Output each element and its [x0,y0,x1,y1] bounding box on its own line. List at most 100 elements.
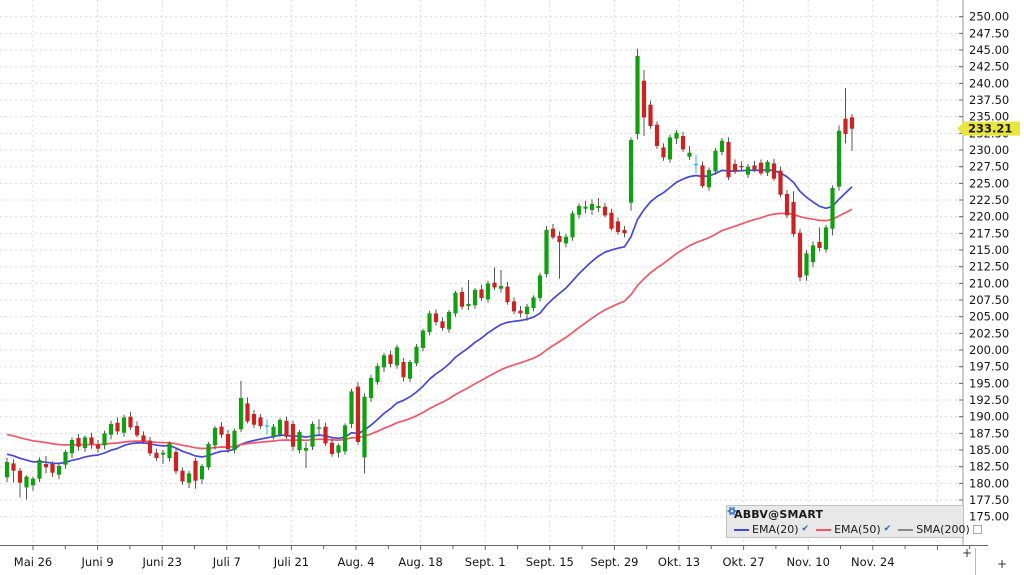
candle [264,419,270,435]
y-axis-tick-label: 207.50 [969,293,1009,307]
candle [576,203,582,219]
candle [4,458,10,482]
candle [310,421,315,450]
checked-checkbox-icon[interactable]: ✔ [883,524,892,534]
candle [160,450,166,464]
candle [667,134,673,163]
candle [830,185,835,236]
candle [446,310,452,333]
candle [453,290,458,317]
scroll-plus-icon[interactable]: + [997,557,1007,571]
candle [797,228,803,282]
candle [342,423,348,455]
candle [778,166,783,198]
y-axis-tick-label: 237.50 [969,93,1009,107]
plot-borders [0,0,988,575]
overlay-lines [6,168,853,465]
candle [492,267,497,290]
candle [251,410,257,428]
y-axis-tick-label: 215.00 [969,243,1009,257]
x-axis-tick-label: Mai 26 [14,555,52,569]
candle [167,441,172,462]
last-price-label: 233.21 [968,122,1012,136]
x-axis-tick-label: Aug. 18 [398,555,442,569]
candle [186,470,192,488]
candle [193,458,198,489]
candle [654,121,660,149]
candle [836,125,842,191]
candle [849,114,855,151]
candle [628,137,634,211]
candle [745,164,751,178]
candle [147,436,153,456]
candle [622,226,627,238]
candle [401,358,406,382]
candle [596,198,601,212]
x-axis-tick-label: Sept. 29 [590,555,638,569]
x-axis-tick-label: Okt. 13 [658,555,700,569]
candle [563,234,569,248]
candle [719,138,725,156]
x-axis-tick-label: Nov. 10 [786,555,830,569]
candle [784,190,790,218]
candle [505,282,510,305]
candle [420,328,426,352]
y-axis-tick-label: 247.50 [969,26,1009,40]
y-axis-tick-label: 250.00 [969,10,1009,24]
unchecked-checkbox[interactable] [972,525,982,534]
candle [154,448,159,461]
candle [804,250,809,281]
legend-item-label: SMA(200) [916,523,970,536]
y-axis-tick-label: 217.50 [969,226,1009,240]
candle [615,217,621,235]
axis-corner-plus-icon[interactable]: + [962,546,972,560]
x-axis-tick-label: Nov. 24 [851,555,895,569]
checked-checkbox-icon[interactable]: ✔ [801,524,810,534]
candle [524,304,530,321]
legend-title-row: ABBV@SMART [727,506,957,522]
legend-item-sma200[interactable]: SMA(200) [727,506,985,537]
x-axis-tick-label: Sept. 15 [526,555,574,569]
x-axis-tick-label: Aug. 4 [337,555,374,569]
legend-item-ema50[interactable]: EMA(50) ✔ [727,506,894,537]
legend-item-ema20[interactable]: EMA(20) ✔ [727,506,812,537]
candle [349,388,354,428]
candle [290,420,296,451]
y-axis-tick-label: 177.50 [969,493,1009,507]
time-axis[interactable]: Mai 26 Juni 9 Juni 23 Juli 7 Juli 21 Aug. 4 Au… [14,546,971,569]
y-axis-tick-label: 235.00 [969,110,1009,124]
candle [817,227,822,252]
candle [791,191,796,237]
y-axis-tick-label: 187.50 [969,426,1009,440]
candle [485,280,491,303]
candle [11,459,16,483]
candle [511,297,517,314]
candle [362,393,367,474]
candle [680,132,686,152]
y-axis-tick-label: 197.50 [969,360,1009,374]
study-legend-panel[interactable]: ABBV@SMART EMA(20) ✔ EMA(50) ✔ SMA(200) [726,505,982,538]
candle [641,70,647,136]
candle [687,146,692,160]
candle [303,442,309,468]
candle [336,443,341,458]
y-axis-tick-label: 182.50 [969,460,1009,474]
price-axis[interactable]: 250.00 247.50 245.00 242.50 240.00 237.50 235.… [959,10,1009,524]
candle [602,202,608,218]
candle [531,295,536,312]
candle [732,159,738,174]
candle [700,161,705,188]
candle [37,457,42,482]
y-axis-tick-label: 205.00 [969,310,1009,324]
candle [635,48,640,140]
candle [102,430,107,450]
candle [121,414,127,437]
y-axis-tick-label: 185.00 [969,443,1009,457]
candle [89,432,94,449]
y-axis-tick-label: 227.50 [969,160,1009,174]
candle [115,417,120,435]
candle [498,270,504,293]
candle [284,416,289,439]
